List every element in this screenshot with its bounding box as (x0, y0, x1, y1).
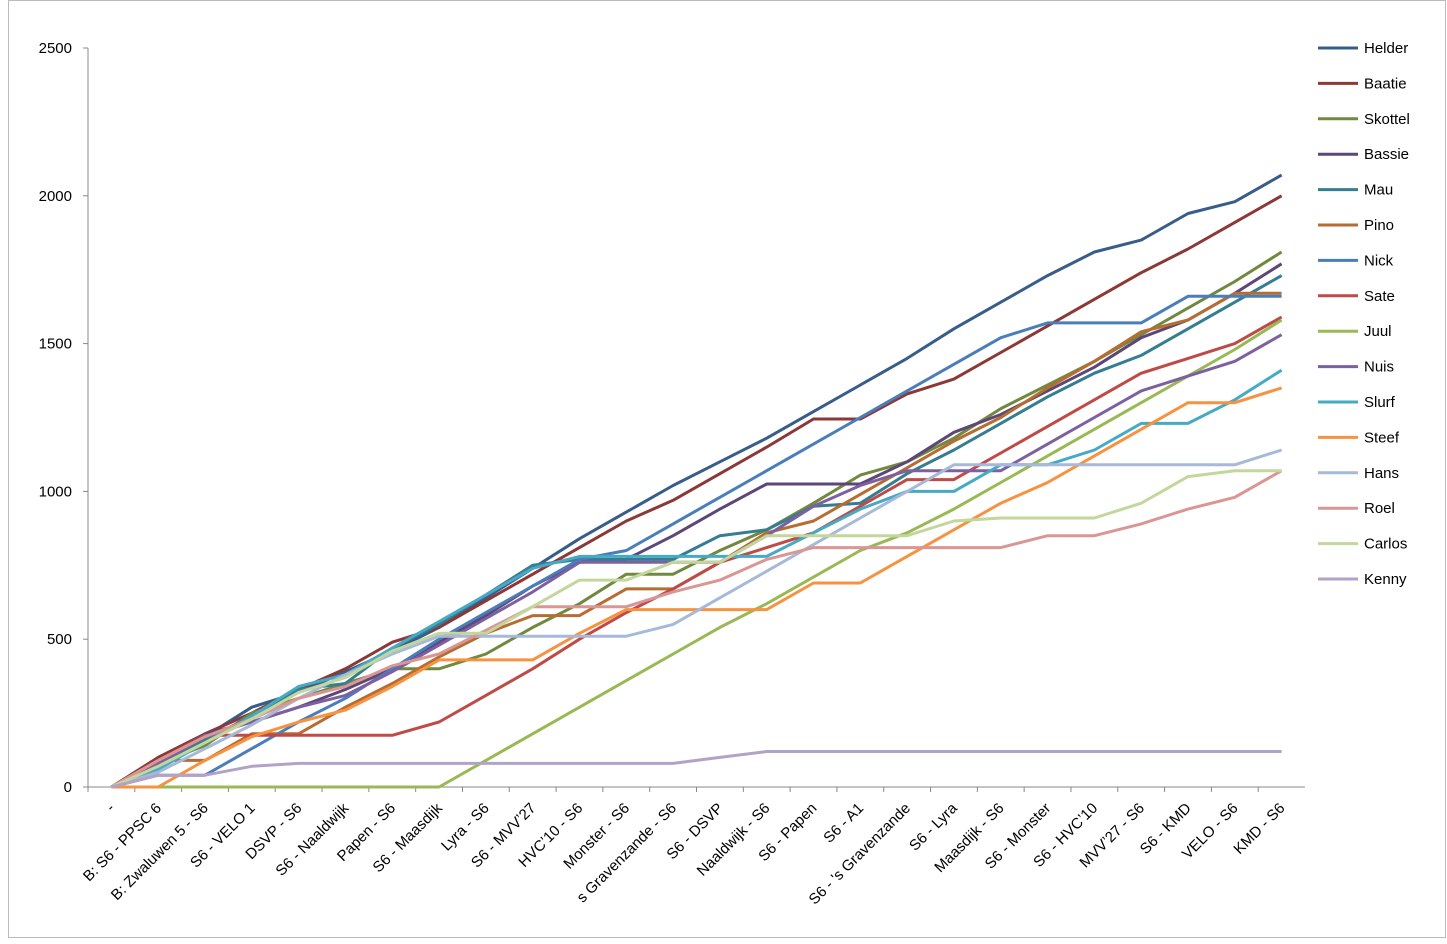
series-line (110, 368, 1283, 789)
series-line (110, 469, 1282, 789)
legend-label: Slurf (1364, 394, 1396, 411)
y-tick-label: 500 (47, 631, 72, 648)
y-tick-label: 2000 (39, 188, 72, 205)
legend-label: Baatie (1364, 75, 1407, 92)
series-line (110, 448, 1283, 789)
legend-label: Nuis (1364, 359, 1394, 376)
y-tick-label: 1000 (39, 483, 72, 500)
legend-label: Carlos (1364, 536, 1407, 553)
legend-label: Steef (1364, 429, 1400, 446)
legend-label: Helder (1364, 40, 1408, 57)
y-tick-label: 2500 (39, 40, 72, 57)
legend-label: Nick (1364, 252, 1394, 269)
legend-label: Bassie (1364, 146, 1409, 163)
series-line (110, 315, 1283, 789)
y-tick-label: 0 (64, 779, 72, 796)
series-line (110, 469, 1283, 789)
x-tick-label: B: S6 - PPSC 6 (80, 800, 165, 885)
x-tick-label: - (103, 800, 119, 816)
x-tick-label: S6 - A1 (820, 800, 867, 847)
legend-label: Kenny (1364, 571, 1407, 588)
series-line (110, 250, 1283, 789)
y-tick-label: 1500 (39, 336, 72, 353)
series-line (111, 318, 1283, 789)
legend-label: Sate (1364, 288, 1395, 305)
x-tick-label: KMD - S6 (1230, 800, 1288, 858)
chart-border (8, 0, 1446, 938)
series-line (110, 262, 1283, 789)
legend-label: Mau (1364, 182, 1393, 199)
series-line (111, 750, 1282, 789)
series-line (111, 294, 1282, 789)
legend-label: Skottel (1364, 111, 1410, 128)
legend-label: Roel (1364, 500, 1395, 517)
legend-label: Hans (1364, 465, 1399, 482)
legend-label: Juul (1364, 323, 1392, 340)
legend-label: Pino (1364, 217, 1394, 234)
